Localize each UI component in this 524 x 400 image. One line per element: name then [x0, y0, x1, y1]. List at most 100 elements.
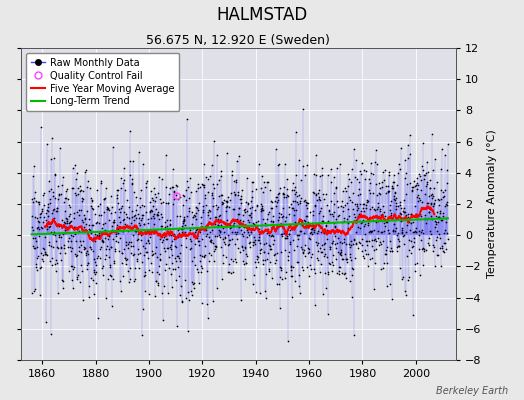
Point [126, 127, 134, 134]
Point [348, 266, 357, 272]
Point [104, 206, 112, 213]
Point [90, 256, 98, 262]
Point [114, 187, 123, 194]
Point [199, 182, 207, 188]
Point [48, 210, 56, 216]
Point [374, 228, 382, 234]
Point [234, 245, 242, 251]
Point [365, 238, 374, 244]
Point [247, 210, 255, 216]
Point [294, 201, 302, 208]
Point [226, 222, 234, 228]
Point [202, 202, 210, 208]
Point [64, 224, 72, 230]
Point [310, 266, 319, 272]
Point [414, 195, 423, 201]
Point [258, 207, 267, 213]
Point [269, 236, 278, 243]
Point [274, 191, 282, 198]
Point [402, 229, 411, 235]
Point [110, 216, 118, 223]
Point [321, 240, 329, 246]
Point [437, 166, 445, 173]
Point [338, 198, 346, 205]
Point [396, 202, 404, 208]
Point [41, 234, 49, 240]
Point [368, 243, 376, 250]
Point [293, 259, 302, 266]
Point [211, 202, 220, 208]
Point [432, 178, 441, 185]
Point [343, 206, 352, 212]
Point [161, 267, 169, 273]
Point [254, 254, 263, 260]
Point [414, 198, 422, 204]
Point [424, 240, 432, 246]
Point [290, 212, 298, 218]
Point [431, 156, 440, 162]
Point [381, 223, 389, 229]
Point [313, 248, 322, 254]
Point [62, 215, 70, 221]
Point [222, 216, 231, 223]
Point [335, 267, 343, 274]
Point [238, 258, 247, 264]
Point [336, 251, 344, 257]
Point [334, 235, 342, 242]
Point [176, 292, 184, 298]
Point [191, 262, 199, 268]
Point [34, 198, 42, 205]
Point [432, 219, 441, 225]
Point [320, 241, 329, 247]
Point [219, 260, 227, 266]
Point [132, 206, 140, 213]
Point [156, 250, 164, 257]
Point [297, 219, 305, 226]
Point [295, 156, 303, 163]
Point [249, 179, 257, 185]
Point [148, 252, 156, 258]
Point [216, 244, 225, 250]
Point [278, 231, 286, 238]
Point [331, 233, 339, 240]
Point [155, 196, 163, 202]
Point [345, 213, 353, 220]
Point [231, 191, 239, 197]
Point [364, 263, 373, 269]
Point [431, 237, 440, 244]
Point [54, 192, 63, 198]
Point [440, 240, 448, 246]
Point [374, 235, 383, 242]
Point [418, 163, 426, 169]
Point [71, 162, 79, 168]
Point [57, 191, 66, 197]
Point [108, 223, 116, 229]
Point [361, 223, 369, 230]
Point [362, 205, 370, 212]
Point [368, 255, 376, 261]
Point [137, 216, 145, 223]
Point [432, 234, 441, 240]
Point [75, 188, 84, 194]
Point [141, 180, 150, 186]
Point [296, 290, 304, 296]
Point [413, 186, 421, 192]
Point [261, 270, 270, 277]
Point [409, 183, 417, 190]
Point [402, 215, 411, 222]
Point [39, 258, 47, 264]
Point [343, 258, 352, 265]
Point [362, 202, 370, 208]
Point [398, 276, 407, 282]
Point [341, 251, 349, 257]
Point [331, 224, 340, 230]
Point [400, 204, 408, 211]
Point [329, 213, 337, 219]
Point [182, 294, 190, 301]
Point [289, 205, 298, 212]
Point [141, 288, 149, 294]
Point [430, 185, 438, 192]
Point [324, 260, 333, 266]
Point [106, 193, 115, 199]
Point [178, 229, 187, 235]
